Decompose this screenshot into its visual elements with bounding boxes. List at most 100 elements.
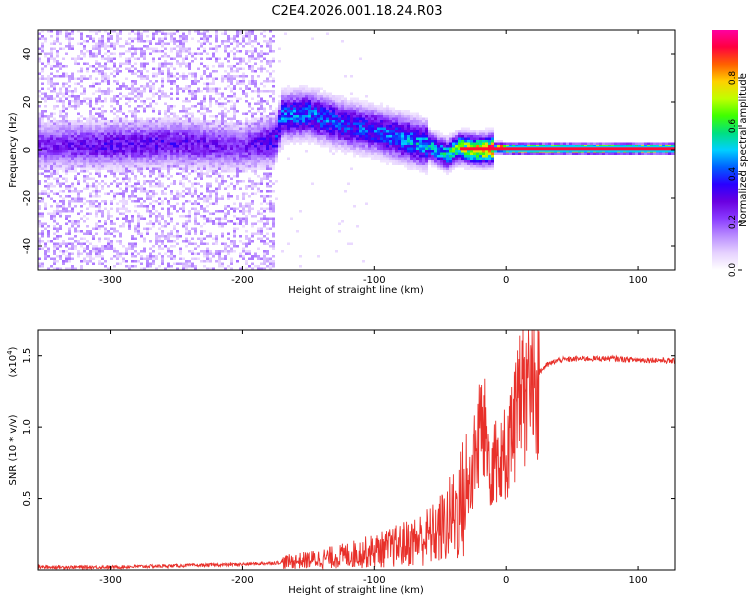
spectrogram-cell: [350, 132, 353, 135]
spectrogram-cell: [278, 125, 281, 128]
spectrogram-cell: [299, 97, 302, 100]
spectrogram-cell: [275, 115, 278, 118]
spectrogram-cell: [326, 105, 329, 108]
spectrogram-cell: [326, 135, 329, 138]
spectrogram-cell: [203, 105, 206, 108]
spectrogram-cell: [50, 185, 53, 188]
spectrogram-cell: [221, 197, 224, 200]
spectrogram-cell: [56, 140, 59, 143]
spectrogram-cell: [74, 77, 77, 80]
spectrogram-cell: [296, 105, 299, 108]
spectrogram-cell: [275, 150, 278, 153]
spectrogram-cell: [203, 160, 206, 163]
spectrogram-cell: [227, 140, 230, 143]
spectrogram-cell: [68, 165, 71, 168]
spectrogram-cell: [38, 135, 41, 138]
spectrogram-cell: [200, 207, 203, 210]
spectrogram-cell: [257, 140, 260, 143]
spectrogram-cell: [323, 110, 326, 113]
spectrogram-cell: [125, 140, 128, 143]
spectrogram-cell: [194, 82, 197, 85]
spectrogram-cell: [341, 140, 344, 143]
spectrogram-cell: [122, 257, 125, 260]
spectrogram-cell: [158, 155, 161, 158]
spectrogram-cell: [167, 232, 170, 235]
spectrogram-cell: [50, 137, 53, 140]
spectrogram-cell: [131, 70, 134, 73]
spectrogram-cell: [95, 145, 98, 148]
spectrogram-cell: [233, 157, 236, 160]
spectrogram-cell: [206, 200, 209, 203]
spectrogram-cell: [98, 125, 101, 128]
spectrogram-cell: [335, 145, 338, 148]
spectrogram-cell: [167, 135, 170, 138]
spectrogram-cell: [215, 222, 218, 225]
spectrogram-cell: [104, 157, 107, 160]
spectrogram-cell: [179, 257, 182, 260]
spectrogram-cell: [317, 100, 320, 103]
spectrogram-cell: [143, 135, 146, 138]
spectrogram-cell: [170, 130, 173, 133]
spectrogram-cell: [98, 40, 101, 43]
spectrogram-cell: [158, 62, 161, 65]
spectrogram-cell: [119, 155, 122, 158]
spectrogram-cell: [59, 227, 62, 230]
spectrogram-cell: [107, 137, 110, 140]
spectrogram-cell: [107, 155, 110, 158]
spectrogram-cell: [284, 95, 287, 98]
spectrogram-cell: [62, 72, 65, 75]
spectrogram-cell: [308, 142, 311, 145]
spectrogram-cell: [128, 100, 131, 103]
spectrogram-cell: [203, 157, 206, 160]
spectrogram-cell: [65, 180, 68, 183]
spectrogram-cell: [272, 145, 275, 148]
spectrogram-cell: [44, 150, 47, 153]
spectrogram-cell: [143, 57, 146, 60]
spectrogram-cell: [125, 135, 128, 138]
spectrogram-cell: [260, 217, 263, 220]
spectrogram-cell: [329, 92, 332, 95]
spectrogram-cell: [74, 150, 77, 153]
spectrogram-cell: [248, 30, 251, 33]
spectrogram-cell: [134, 110, 137, 113]
spectrogram-cell: [149, 167, 152, 170]
spectrogram-cell: [359, 125, 362, 128]
spectrogram-cell: [89, 117, 92, 120]
spectrogram-cell: [311, 105, 314, 108]
spectrogram-cell: [176, 90, 179, 93]
spectrogram-cell: [50, 150, 53, 153]
spectrogram-cell: [272, 90, 275, 93]
spectrogram-cell: [227, 205, 230, 208]
spectrogram-cell: [131, 110, 134, 113]
spectrogram-cell: [227, 45, 230, 48]
spectrogram-cell: [71, 105, 74, 108]
spectrogram-cell: [209, 110, 212, 113]
spectrogram-cell: [341, 135, 344, 138]
spectrogram-cell: [245, 152, 248, 155]
spectrogram-cell: [260, 130, 263, 133]
spectrogram-cell: [104, 165, 107, 168]
spectrogram-cell: [185, 162, 188, 165]
spectrogram-cell: [152, 152, 155, 155]
spectrogram-cell: [107, 77, 110, 80]
spectrogram-cell: [251, 30, 254, 33]
spectrogram-cell: [98, 202, 101, 205]
spectrogram-cell: [188, 190, 191, 193]
spectrogram-cell: [167, 125, 170, 128]
spectrogram-cell: [176, 62, 179, 65]
spectrogram-cell: [302, 85, 305, 88]
spectrogram-cell: [359, 130, 362, 133]
spectrogram-cell: [362, 100, 365, 103]
spectrogram-cell: [260, 45, 263, 48]
spectrogram-cell: [131, 40, 134, 43]
spectrogram-cell: [125, 147, 128, 150]
spectrogram-cell: [182, 195, 185, 198]
spectrogram-cell: [209, 197, 212, 200]
spectrogram-cell: [260, 207, 263, 210]
spectrogram-cell: [65, 122, 68, 125]
spectrogram-cell: [248, 240, 251, 243]
spectrogram-cell: [122, 145, 125, 148]
spectrogram-cell: [191, 150, 194, 153]
spectrogram-cell: [263, 130, 266, 133]
spectrogram-cell: [308, 87, 311, 90]
